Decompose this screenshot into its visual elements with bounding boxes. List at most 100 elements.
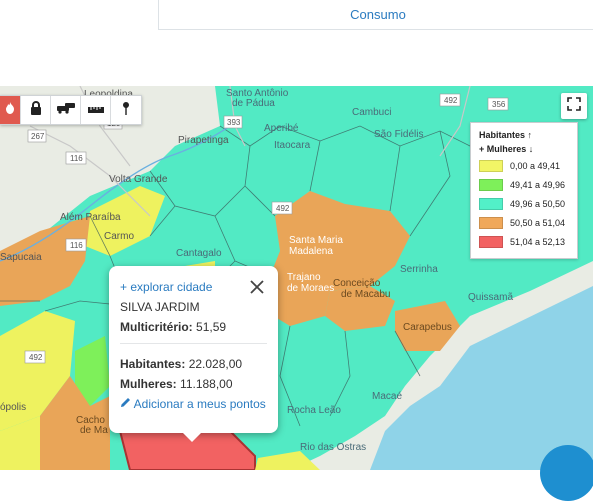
fullscreen-button[interactable] xyxy=(561,93,587,119)
legend-title-habitantes: Habitantes ↑ xyxy=(479,130,533,140)
mulheres-row: Mulheres: 11.188,00 xyxy=(120,374,267,394)
add-to-points-label: Adicionar a meus pontos xyxy=(133,397,266,411)
legend-item-label: 50,50 a 51,04 xyxy=(510,218,566,228)
label-pirapetinga: Pirapetinga xyxy=(178,135,229,146)
road-492b-text: 492 xyxy=(444,96,458,105)
heatmap-tool[interactable] xyxy=(0,96,21,124)
label-santo-antonio: Santo Antônio xyxy=(226,88,289,99)
region-cachoeiras xyxy=(40,376,110,470)
legend-swatch xyxy=(479,236,503,248)
map-legend: Habitantes ↑ + Mulheres ↓ 0,00 a 49,41 49… xyxy=(470,122,578,259)
label-carapebus: Carapebus xyxy=(403,322,452,333)
mulheres-value: 11.188,00 xyxy=(180,377,233,391)
legend-rows: 0,00 a 49,41 49,41 a 49,96 49,96 a 50,50 50… xyxy=(479,157,569,251)
legend-swatch xyxy=(479,217,503,229)
habitantes-row: Habitantes: 22.028,00 xyxy=(120,354,267,374)
label-quissama: Quissamã xyxy=(468,292,513,303)
road-shield-393 xyxy=(223,115,243,129)
region-trajano xyxy=(265,276,330,326)
city-name: SILVA JARDIM xyxy=(120,300,200,314)
label-alem-paraiba: Além Paraíba xyxy=(60,212,121,223)
fullscreen-icon xyxy=(567,96,581,116)
label-de-moraes: de Moraes xyxy=(287,283,334,294)
label-madalena: Madalena xyxy=(289,246,333,257)
ocean xyxy=(370,286,593,470)
multicriterio-label: Multicritério: xyxy=(120,320,193,334)
region-carapebus xyxy=(395,301,460,351)
chat-bubble-button[interactable] xyxy=(540,445,593,501)
pencil-icon xyxy=(120,397,134,411)
lock-icon xyxy=(30,100,42,120)
label-santa-maria: Santa Maria xyxy=(289,235,343,246)
label-cantagalo: Cantagalo xyxy=(176,248,222,259)
multicriterio-value: 51,59 xyxy=(196,320,227,334)
label-cambuci: Cambuci xyxy=(352,107,391,118)
road-116b-text: 116 xyxy=(70,241,83,250)
road-116-text: 116 xyxy=(70,154,83,163)
region-sapucaia xyxy=(0,216,90,306)
city-popup: + explorar cidade SILVA JARDIM Multicrit… xyxy=(109,266,278,442)
region-conceicao xyxy=(325,286,395,331)
popup-tip xyxy=(182,432,202,442)
legend-item: 49,96 a 50,50 xyxy=(479,195,569,213)
add-to-points-link[interactable]: Adicionar a meus pontos xyxy=(120,394,267,414)
region-opolis xyxy=(0,416,40,470)
label-de-padua: de Pádua xyxy=(232,98,275,109)
label-aperibe: Aperibé xyxy=(264,123,299,134)
popup-divider xyxy=(120,343,267,344)
legend-item: 0,00 a 49,41 xyxy=(479,157,569,175)
river-paraiba xyxy=(0,125,231,262)
place-labels: Leopoldina Santo Antônio de Pádua Cambuc… xyxy=(0,88,513,453)
label-volta-grande: Volta Grande xyxy=(109,174,168,185)
road-shield-356 xyxy=(487,97,509,111)
label-sao-fidelis: São Fidélis xyxy=(374,129,423,140)
road-shield-116b xyxy=(65,238,87,252)
legend-swatch xyxy=(479,160,503,172)
road-356-text: 356 xyxy=(492,100,506,109)
close-icon[interactable] xyxy=(250,280,264,294)
legend-swatch xyxy=(479,198,503,210)
label-carmo: Carmo xyxy=(104,231,134,242)
map-toolbar xyxy=(0,95,142,125)
marker-tool[interactable] xyxy=(111,96,141,124)
road-393-text: 393 xyxy=(227,118,241,127)
habitantes-label: Habitantes: xyxy=(120,357,186,371)
label-conceicao: Conceição xyxy=(333,278,381,289)
legend-item: 49,41 a 49,96 xyxy=(479,176,569,194)
label-macae: Macaé xyxy=(372,391,402,402)
label-rocha-leao: Rocha Leão xyxy=(287,405,341,416)
road-shield-492b xyxy=(439,93,461,107)
label-de-ma: de Ma xyxy=(80,425,108,436)
measure-tool[interactable] xyxy=(81,96,111,124)
road-267-text: 267 xyxy=(31,132,45,141)
explore-city-link[interactable]: + explorar cidade xyxy=(120,280,213,294)
legend-item-label: 51,04 a 52,13 xyxy=(510,237,566,247)
label-cacho: Cacho xyxy=(76,415,105,426)
legend-swatch xyxy=(479,179,503,191)
region-yellow-bottom xyxy=(255,451,320,470)
ruler-icon xyxy=(87,101,104,119)
habitantes-value: 22.028,00 xyxy=(188,357,243,371)
region-santa-maria xyxy=(270,191,410,291)
legend-item: 51,04 a 52,13 xyxy=(479,233,569,251)
legend-item: 50,50 a 51,04 xyxy=(479,214,569,232)
pin-icon xyxy=(122,101,130,120)
label-leopoldina: Leopoldina xyxy=(84,89,133,100)
lock-tool[interactable] xyxy=(21,96,51,124)
legend-item-label: 49,41 a 49,96 xyxy=(510,180,566,190)
traffic-tool[interactable] xyxy=(51,96,81,124)
mulheres-label: Mulheres: xyxy=(120,377,177,391)
road-shield-492c xyxy=(24,350,46,364)
road-shield-492 xyxy=(271,201,293,215)
road-shield-267 xyxy=(27,129,47,143)
label-itaocara: Itaocara xyxy=(274,140,311,151)
road-shield-116 xyxy=(65,151,87,165)
consumo-tab-label: Consumo xyxy=(350,6,406,22)
car-icon xyxy=(56,101,76,119)
multicriterio-row: Multicritério: 51,59 xyxy=(120,317,267,337)
label-opolis: ópolis xyxy=(0,402,26,413)
label-sapucaia: Sapucaia xyxy=(0,252,42,263)
consumo-tab[interactable]: Consumo xyxy=(158,0,593,30)
region-yellow-left xyxy=(0,311,75,431)
region-green xyxy=(75,336,110,406)
